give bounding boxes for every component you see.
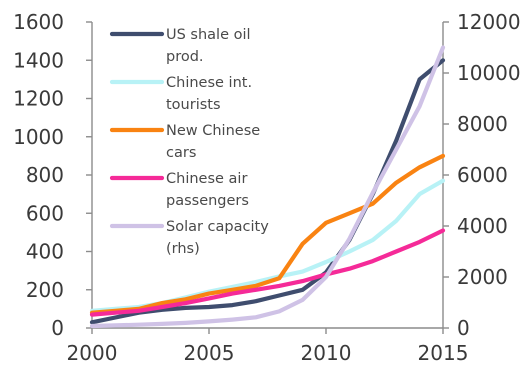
- legend-label-0: prod.: [166, 49, 204, 65]
- y-left-tick-label: 1200: [13, 87, 64, 111]
- series-lines: [89, 45, 446, 329]
- series-line-4: [89, 45, 446, 329]
- y-right-tick-label: 6000: [457, 163, 508, 187]
- y-right-tick-label: 4000: [457, 214, 508, 238]
- legend-label-4: Solar capacity: [166, 219, 269, 235]
- y-left-tick-label: 600: [26, 201, 64, 225]
- x-tick-label: 2015: [418, 341, 469, 365]
- y-left-tick-label: 200: [26, 278, 64, 302]
- y-left-tick-label: 400: [26, 240, 64, 264]
- y-right-tick-label: 12000: [457, 10, 521, 34]
- legend-label-4: (rhs): [166, 241, 200, 257]
- series-line-2: [89, 153, 446, 315]
- x-tick-label: 2010: [301, 341, 352, 365]
- legend-label-2: cars: [166, 145, 196, 161]
- chart-axes: 0200400600800100012001400160002000400060…: [13, 10, 521, 365]
- y-left-tick-label: 0: [51, 316, 64, 340]
- series-line-1: [89, 178, 446, 313]
- series-line-3: [89, 228, 446, 317]
- legend-label-2: New Chinese: [166, 123, 260, 139]
- y-right-tick-label: 10000: [457, 61, 521, 85]
- legend-label-3: passengers: [166, 193, 249, 209]
- x-tick-label: 2000: [67, 341, 118, 365]
- legend-label-1: tourists: [166, 97, 221, 113]
- chart-legend: US shale oil prod. Chinese int. tourists New…: [109, 27, 269, 257]
- y-right-tick-label: 8000: [457, 112, 508, 136]
- y-left-tick-label: 1400: [13, 48, 64, 72]
- legend-label-1: Chinese int.: [166, 75, 252, 91]
- x-tick-label: 2005: [184, 341, 235, 365]
- legend-label-0: US shale oil: [166, 27, 251, 43]
- y-left-tick-label: 800: [26, 163, 64, 187]
- y-right-tick-label: 0: [457, 316, 470, 340]
- y-left-tick-label: 1000: [13, 125, 64, 149]
- y-right-tick-label: 2000: [457, 265, 508, 289]
- legend-label-3: Chinese air: [166, 171, 247, 187]
- y-left-tick-label: 1600: [13, 10, 64, 34]
